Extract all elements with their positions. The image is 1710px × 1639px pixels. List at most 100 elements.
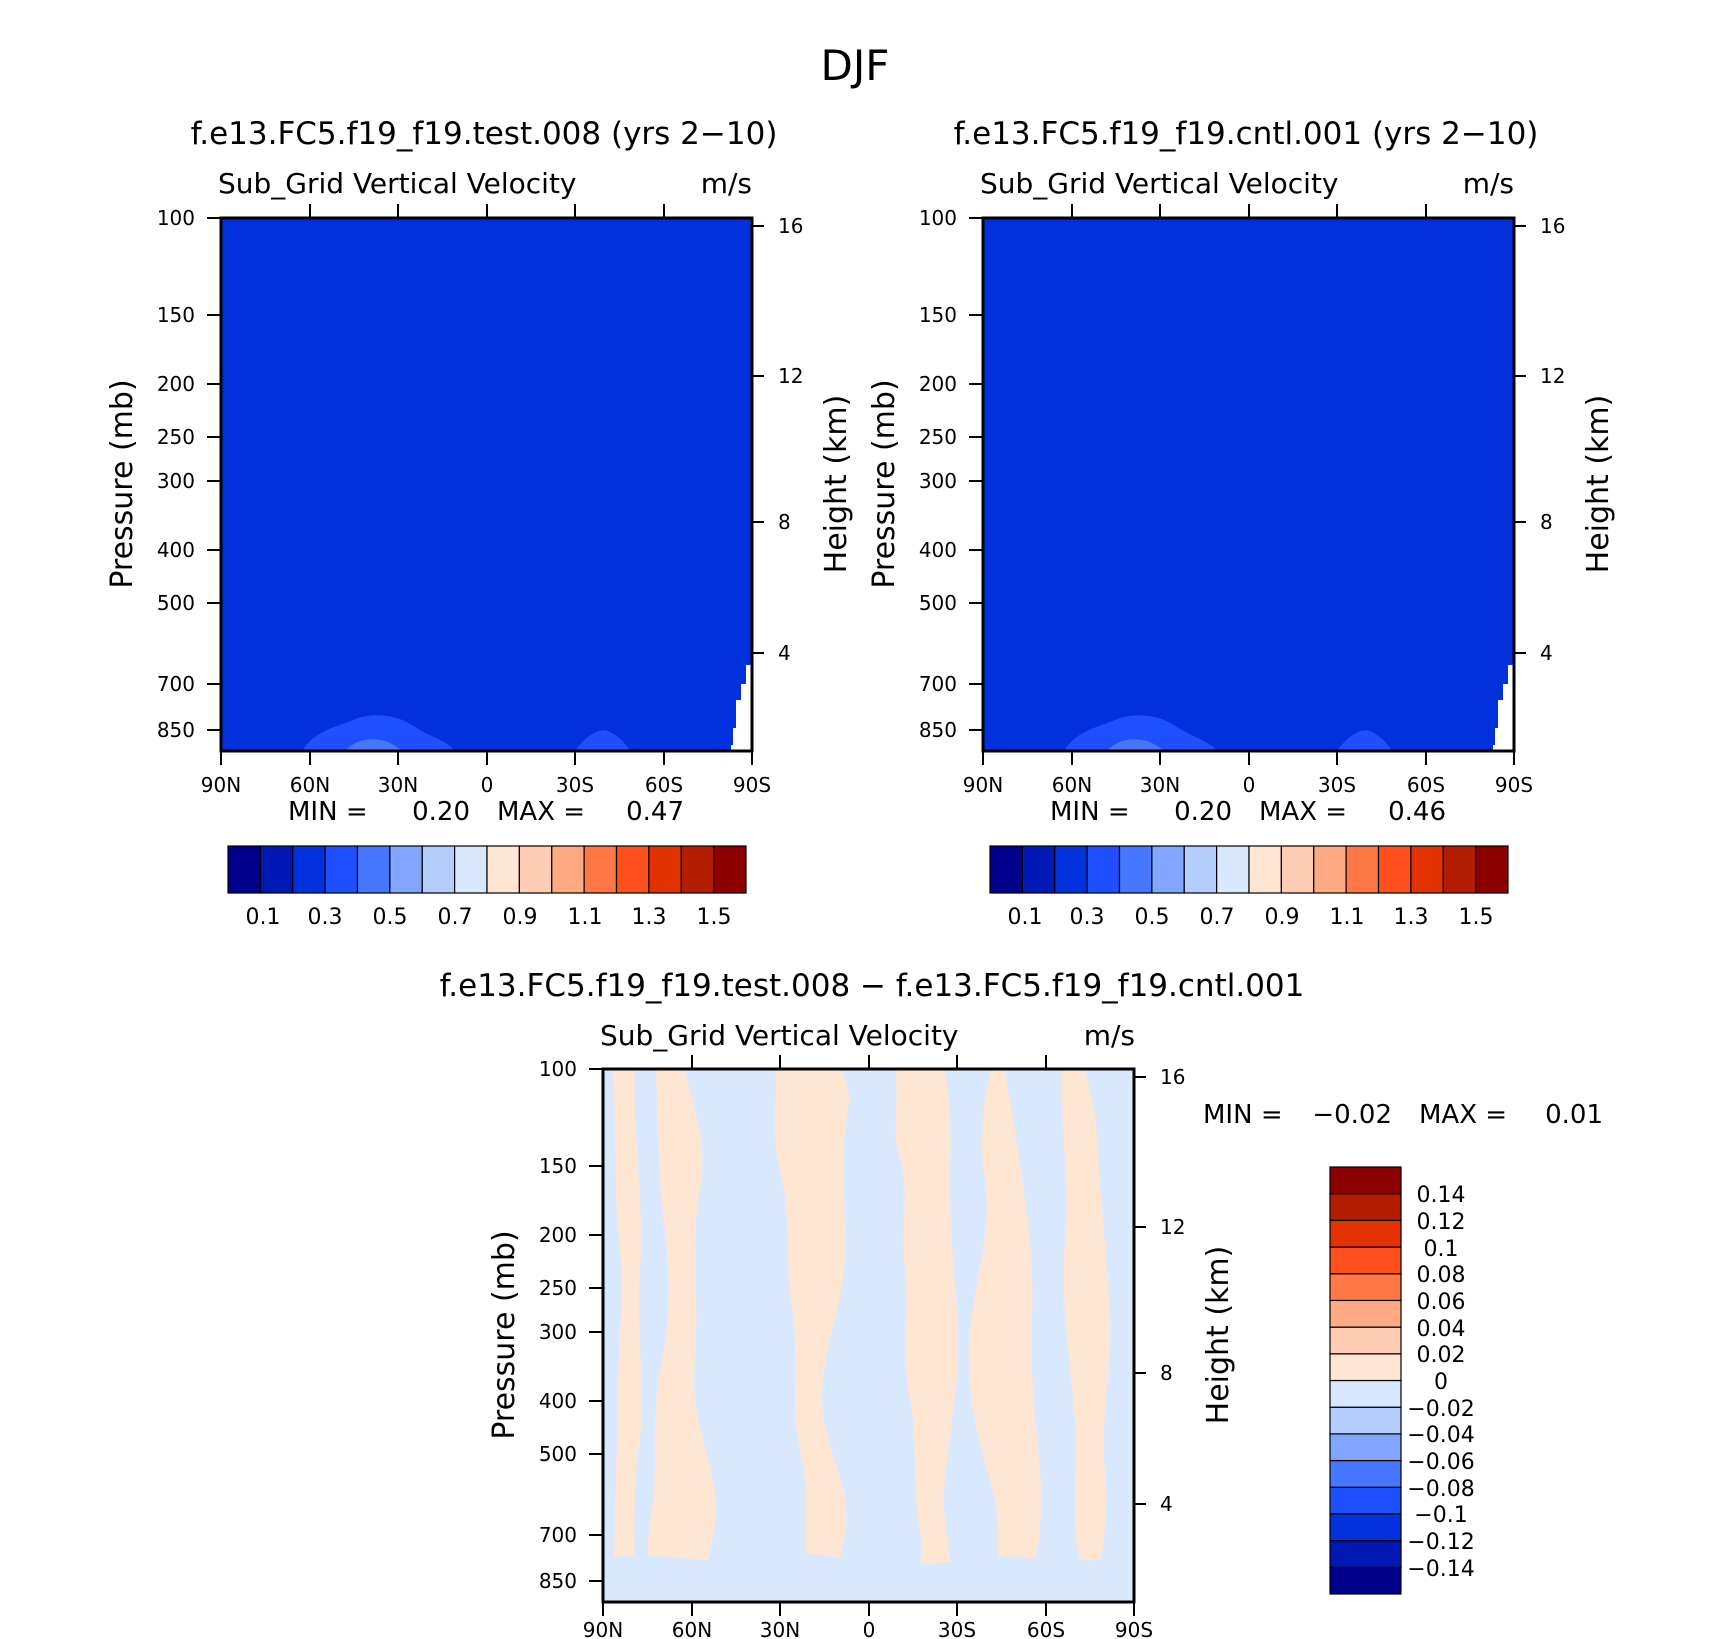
- colorbar-swatch: [486, 845, 520, 894]
- colorbar-label: 0.9: [503, 905, 538, 930]
- field-level-minus0.02-0: [685, 1069, 810, 1602]
- colorbar-label: −0.1: [1414, 1503, 1467, 1528]
- colorbar-swatch: [648, 845, 682, 894]
- x-tick-label: 60N: [1052, 773, 1092, 797]
- y-tick-label: 700: [539, 1523, 577, 1547]
- y-axis-title: Pressure (mb): [867, 379, 902, 588]
- y-tick-label: 250: [157, 425, 195, 449]
- colorbar-swatch: [1329, 1486, 1402, 1515]
- colorbar-swatch: [1021, 845, 1056, 894]
- colorbar: [989, 845, 1509, 894]
- y-tick-label: 300: [539, 1320, 577, 1344]
- y2-axis-title: Height (km): [1201, 1246, 1236, 1425]
- y2-axis-title: Height (km): [819, 395, 854, 574]
- colorbar-swatch: [1329, 1433, 1402, 1462]
- y-tick-label: 100: [539, 1057, 577, 1081]
- x-tick-label: 90N: [583, 1618, 623, 1639]
- y-tick-label: 250: [919, 425, 957, 449]
- y-tick-label: 100: [157, 206, 195, 230]
- panel-difference: f.e13.FC5.f19_f19.test.008 − f.e13.FC5.f…: [440, 968, 1603, 1639]
- colorbar-swatch: [1345, 845, 1380, 894]
- field-level-0.4-0.5: [1107, 739, 1164, 751]
- colorbar-swatch: [1183, 845, 1218, 894]
- x-tick-label: 0: [863, 1618, 876, 1639]
- colorbar-swatch: [1086, 845, 1121, 894]
- min-label: MIN =: [1203, 1100, 1283, 1130]
- page-title: DJF: [821, 41, 890, 90]
- colorbar-label: 0.7: [438, 905, 473, 930]
- colorbar-swatch: [1329, 1459, 1402, 1488]
- colorbar-swatch: [615, 845, 650, 894]
- x-tick-label: 60N: [290, 773, 330, 797]
- y2-tick-label: 4: [778, 641, 791, 665]
- min-label: MIN =: [1050, 797, 1130, 827]
- y-tick-label: 200: [919, 372, 957, 396]
- x-axis: 90N 60N 30N 0 30S 60S 90S: [583, 1055, 1153, 1639]
- panel-test: f.e13.FC5.f19_f19.test.008 (yrs 2−10) Su…: [105, 116, 854, 930]
- colorbar-swatch: [1329, 1326, 1402, 1355]
- y-tick-label: 400: [157, 538, 195, 562]
- colorbar-swatch: [1329, 1513, 1402, 1542]
- y-tick-label: 850: [539, 1569, 577, 1593]
- colorbar-swatch: [1248, 845, 1282, 894]
- colorbar-label: −0.02: [1407, 1397, 1474, 1422]
- colorbar-label: 1.1: [1330, 905, 1365, 930]
- left-axis: 100 150 200 250 300 400 500 700 850 Pres…: [105, 206, 221, 742]
- left-axis: 100 150 200 250 300 400 500 700 850 Pres…: [487, 1057, 603, 1593]
- colorbar-swatch: [1442, 845, 1477, 894]
- y-tick-label: 700: [157, 672, 195, 696]
- colorbar-label: 0.04: [1417, 1317, 1466, 1342]
- colorbar-swatch: [356, 845, 391, 894]
- colorbar-swatch: [1280, 845, 1315, 894]
- y-tick-label: 150: [919, 303, 957, 327]
- x-tick-label: 90N: [963, 773, 1003, 797]
- y2-axis-title: Height (km): [1581, 395, 1616, 574]
- colorbar-swatch: [1329, 1246, 1402, 1275]
- colorbar-label: 0.06: [1417, 1290, 1466, 1315]
- y2-tick-label: 16: [1540, 214, 1565, 238]
- x-tick-label: 30S: [938, 1618, 976, 1639]
- missing-data: [1493, 665, 1514, 751]
- colorbar-swatch: [1329, 1379, 1402, 1408]
- colorbar-label: 0.1: [1424, 1237, 1459, 1262]
- y2-tick-label: 8: [1160, 1361, 1173, 1385]
- colorbar-label: −0.08: [1407, 1477, 1474, 1502]
- colorbar-label: 0.5: [1135, 905, 1170, 930]
- panel-title: f.e13.FC5.f19_f19.test.008 (yrs 2−10): [191, 116, 778, 152]
- colorbar-swatch: [1313, 845, 1347, 894]
- colorbar-swatch: [421, 845, 456, 894]
- colorbar-swatch: [1054, 845, 1088, 894]
- colorbar-swatch: [518, 845, 553, 894]
- field-level-minus0.02-0: [603, 1069, 622, 1602]
- y2-tick-label: 12: [1160, 1215, 1185, 1239]
- field-level-0.3-0.4: [302, 715, 455, 751]
- x-tick-label: 0: [1243, 773, 1256, 797]
- colorbar-swatch: [1329, 1273, 1402, 1302]
- colorbar-label: 0.1: [246, 905, 281, 930]
- colorbar: [227, 845, 747, 894]
- x-axis: 90N 60N 30N 0 30S 60S 90S: [963, 204, 1533, 797]
- y-tick-label: 500: [157, 591, 195, 615]
- x-tick-label: 90S: [1115, 1618, 1153, 1639]
- colorbar-swatch: [1329, 1193, 1402, 1221]
- y-tick-label: 400: [539, 1389, 577, 1413]
- y2-tick-label: 16: [1160, 1065, 1185, 1089]
- field-level-minus0.02-0: [1005, 1069, 1083, 1602]
- colorbar-swatch: [292, 845, 326, 894]
- colorbar-swatch: [1329, 1353, 1402, 1382]
- colorbar-swatch: [1329, 1166, 1402, 1195]
- colorbar-label: 0.08: [1417, 1263, 1466, 1288]
- panel-title: f.e13.FC5.f19_f19.cntl.001 (yrs 2−10): [954, 116, 1539, 152]
- colorbar-swatch: [1329, 1299, 1402, 1328]
- y-tick-label: 100: [919, 206, 957, 230]
- x-tick-label: 60S: [1027, 1618, 1065, 1639]
- right-axis: 16 12 8 4 Height (km): [1134, 1065, 1236, 1516]
- x-tick-label: 30N: [760, 1618, 800, 1639]
- field-level-0.4-0.5: [345, 739, 402, 751]
- y2-tick-label: 12: [1540, 364, 1565, 388]
- colorbar-swatch: [1329, 1406, 1402, 1435]
- variable-label: Sub_Grid Vertical Velocity: [600, 1019, 959, 1052]
- colorbar-swatch: [227, 845, 261, 894]
- variable-label: Sub_Grid Vertical Velocity: [980, 167, 1339, 200]
